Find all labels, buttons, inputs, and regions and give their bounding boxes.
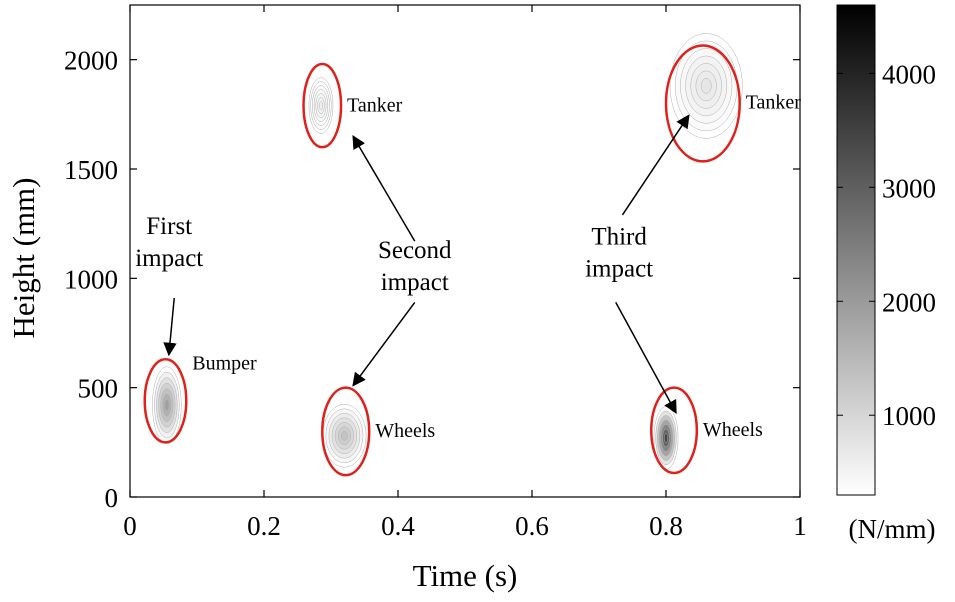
annotation-3: Third impact	[585, 114, 690, 414]
annotation-arrow	[352, 135, 416, 242]
annotation-arrow	[163, 297, 177, 357]
force-region-wheels	[322, 404, 367, 468]
x-axis-label: Time (s)	[413, 558, 518, 593]
region-circles	[143, 44, 741, 477]
y-tick-label: 0	[105, 483, 119, 513]
colorbar-ticks: 1000 2000 3000 4000	[837, 59, 936, 431]
x-tick-label: 1	[793, 511, 807, 541]
annotation-text-line: impact	[135, 245, 203, 272]
force-region-bumper	[152, 366, 182, 444]
region-ellipse-bumper	[143, 357, 188, 444]
x-tick-label: 0	[123, 511, 137, 541]
force-contour	[700, 78, 712, 94]
y-tick-label: 500	[78, 374, 119, 404]
region-ellipse-tanker	[302, 62, 343, 149]
colorbar-tick-label: 2000	[882, 287, 936, 317]
force-contour	[341, 431, 348, 441]
region-label-tanker: Tanker	[746, 92, 802, 114]
colorbar-tick-label: 4000	[882, 59, 936, 89]
y-tick-label: 1500	[64, 155, 118, 185]
impact-annotations: First impact Second impact Third impact	[135, 114, 690, 414]
force-contour	[164, 399, 170, 411]
colorbar-tick-label: 3000	[882, 173, 936, 203]
colorbar-unit-label: (N/mm)	[849, 514, 936, 544]
heatmap-layer	[152, 33, 743, 470]
region-label-wheels: Wheels	[703, 419, 763, 441]
region-label-bumper: Bumper	[192, 353, 257, 375]
annotation-text-line: First	[146, 213, 192, 240]
axis-ticks: 0 0.2 0.4 0.6 0.8 1 0 500 1000 1500 2000	[64, 5, 807, 541]
y-tick-label: 1000	[64, 264, 118, 294]
region-labels: Bumper Tanker Wheels Tanker Wheels	[192, 92, 801, 443]
region-label-tanker: Tanker	[347, 95, 403, 117]
force-region-tanker	[669, 33, 743, 139]
force-region-wheels	[653, 406, 679, 470]
annotation-arrow	[621, 114, 690, 216]
annotation-arrow	[615, 302, 677, 414]
y-tick-label: 2000	[64, 46, 118, 76]
annotation-text-line: impact	[585, 256, 653, 283]
region-ellipse-wheels	[321, 386, 371, 477]
annotation-2: Second impact	[352, 135, 452, 387]
annotation-1: First impact	[135, 213, 203, 357]
force-contour	[664, 433, 668, 443]
region-ellipse-wheels	[650, 386, 699, 475]
annotation-text-line: Second	[378, 237, 452, 264]
colorbar-tick-label: 1000	[882, 401, 936, 431]
region-label-wheels: Wheels	[375, 420, 435, 442]
annotation-text-line: Third	[591, 224, 647, 251]
plot-frame	[129, 4, 801, 498]
annotation-text-line: impact	[381, 269, 449, 296]
x-tick-label: 0.8	[649, 511, 683, 541]
y-axis-label: Height (mm)	[6, 178, 41, 339]
force-contour	[318, 101, 323, 110]
force-region-tanker	[308, 77, 334, 134]
x-tick-label: 0.6	[515, 511, 549, 541]
region-ellipse-tanker	[664, 44, 741, 163]
colorbar	[836, 4, 876, 496]
annotation-arrow	[352, 301, 416, 387]
x-tick-label: 0.4	[381, 511, 415, 541]
x-tick-label: 0.2	[247, 511, 281, 541]
